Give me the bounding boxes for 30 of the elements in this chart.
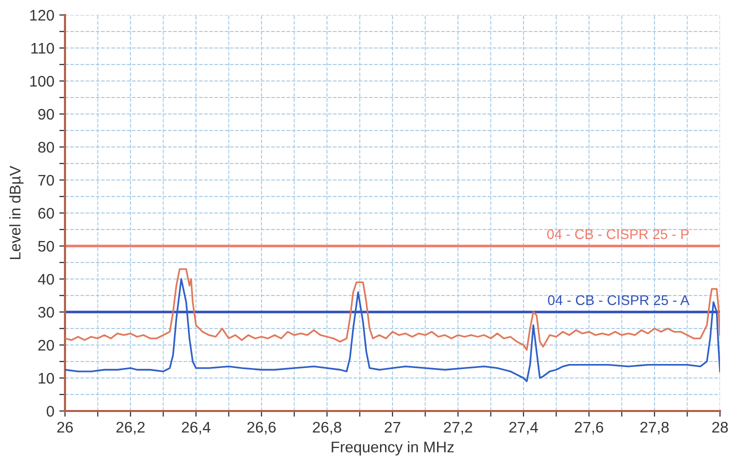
y-tick-label: 60 xyxy=(38,208,54,219)
x-tick-label: 26,2 xyxy=(116,422,145,434)
x-tick-label: 26,4 xyxy=(182,422,210,434)
y-tick-label: 90 xyxy=(38,108,54,120)
x-tick-label: 28 xyxy=(712,422,728,433)
y-tick-label: 120 xyxy=(30,10,54,21)
y-tick-label: 30 xyxy=(38,306,54,318)
x-tick-label: 27,8 xyxy=(640,422,669,434)
y-tick-label: 80 xyxy=(38,142,54,153)
y-tick-label: 100 xyxy=(30,76,54,87)
y-tick-label: 40 xyxy=(38,274,54,285)
y-tick-label: 10 xyxy=(38,372,54,384)
x-tick-label: 26,8 xyxy=(312,422,342,434)
y-axis-title: Level in dBµV xyxy=(9,166,24,260)
x-tick-label: 26,6 xyxy=(247,422,276,434)
y-tick-label: 0 xyxy=(46,406,54,417)
x-axis-title: Frequency in MHz xyxy=(332,441,454,456)
line-series xyxy=(65,278,720,382)
x-tick-label: 27 xyxy=(384,422,400,432)
x-tick-label: 27,4 xyxy=(509,422,538,434)
y-tick-label: 110 xyxy=(31,42,54,54)
y-tick-label: 50 xyxy=(38,240,54,252)
line-series xyxy=(65,268,720,351)
y-tick-label: 20 xyxy=(38,340,54,351)
x-tick-label: 27,6 xyxy=(574,422,604,434)
ref-line-label: 04 - CB - CISPR 25 - A xyxy=(548,295,690,306)
x-tick-label: 27,2 xyxy=(444,422,472,434)
y-tick-label: 70 xyxy=(38,174,54,186)
ref-line-label: 04 - CB - CISPR 25 - P xyxy=(547,229,689,240)
x-tick-label: 26 xyxy=(57,422,73,433)
